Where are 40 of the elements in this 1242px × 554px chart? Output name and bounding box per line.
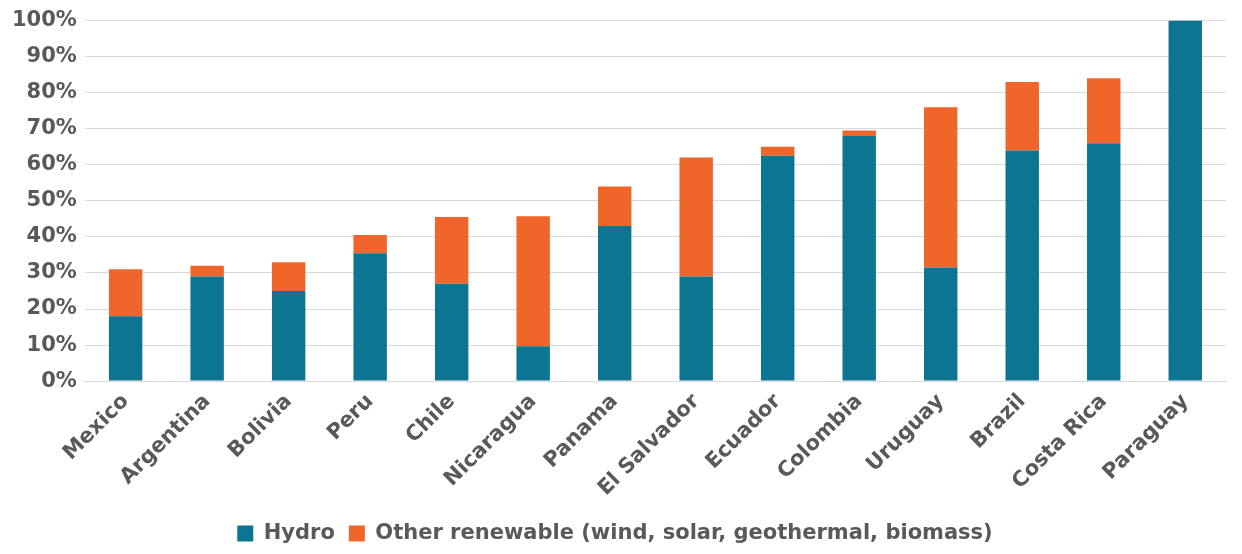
bar [1005,150,1039,381]
bar [679,276,713,381]
bar [434,217,469,284]
y-tick-label: 90% [26,43,77,68]
bar [924,107,958,268]
bar [1168,20,1202,381]
y-tick-label: 20% [26,295,77,320]
y-tick-label: 0% [41,367,77,392]
bar [760,146,795,156]
bar [842,135,876,381]
legend-label: Other renewable (wind, solar, geothermal, biomass) [375,519,993,544]
bar [271,262,306,291]
bar [516,346,550,381]
legend-label: Hydro [263,519,335,544]
bar [1087,143,1121,381]
y-tick-label: 60% [26,151,77,176]
bar [597,186,632,227]
bar [1087,78,1121,144]
y-tick-label: 100% [11,7,77,32]
bar [760,155,795,381]
y-tick-label: 10% [26,331,77,356]
y-tick-label: 50% [26,187,77,212]
bar [271,290,306,381]
bar [434,283,469,381]
bar [1005,81,1039,151]
bar [842,130,876,136]
bar [190,265,224,277]
bar [353,235,387,254]
bar [679,157,713,277]
bar [597,226,632,381]
y-tick-label: 70% [26,115,77,140]
bar [190,276,224,381]
bar [516,216,550,347]
y-tick-label: 40% [26,223,77,248]
y-tick-label: 30% [26,259,77,284]
bar [108,269,143,317]
bar [353,253,387,381]
bar [108,316,143,381]
bar [924,267,958,381]
y-tick-label: 80% [26,79,77,104]
